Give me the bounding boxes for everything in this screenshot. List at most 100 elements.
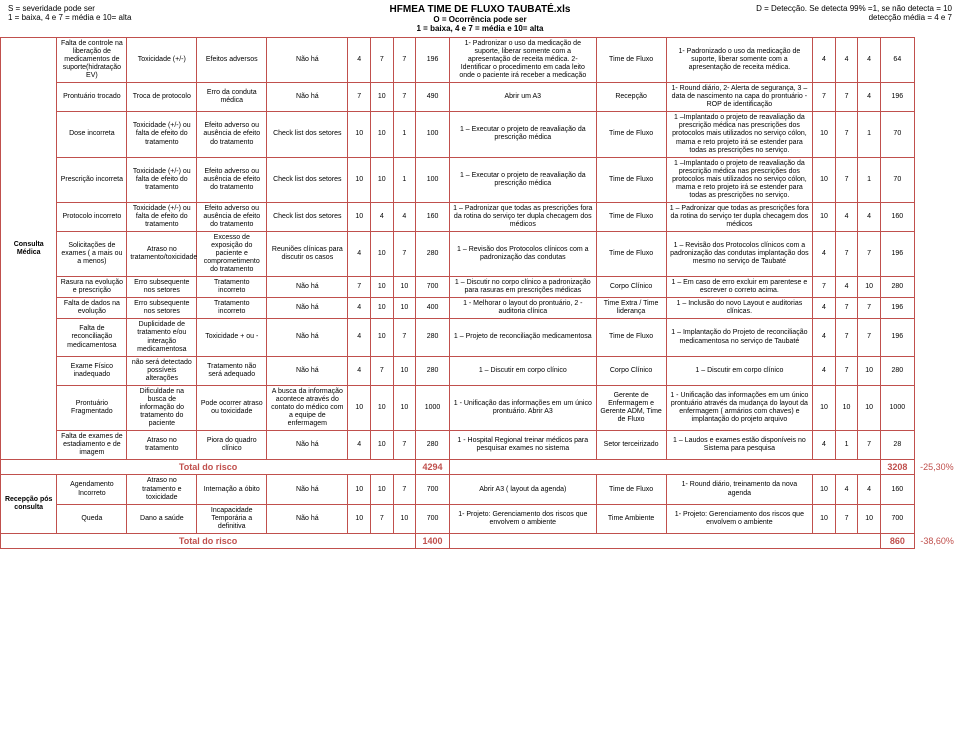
effect: Piora do quadro clínico	[197, 430, 267, 459]
rpn2: 196	[880, 83, 914, 112]
occ: 10	[371, 157, 394, 202]
effect: Incapacidade Temporária a definitiva	[197, 504, 267, 533]
legend-o2: 1 = baixa, 4 e 7 = média e 10= alta	[390, 24, 571, 33]
responsible: Setor terceirizado	[596, 430, 666, 459]
responsible: Corpo Clínico	[596, 356, 666, 385]
det2: 1	[858, 112, 881, 157]
rpn: 100	[416, 112, 450, 157]
det: 7	[393, 231, 416, 276]
occ: 7	[371, 38, 394, 83]
det: 4	[393, 202, 416, 231]
sev: 10	[348, 504, 371, 533]
action-taken: 1- Round diário, 2- Alerta de segurança,…	[666, 83, 813, 112]
cause: Atraso no tratamento/toxicidade	[127, 231, 197, 276]
occ: 7	[371, 356, 394, 385]
failure-mode: Solicitações de exames ( a mais ou a men…	[57, 231, 127, 276]
failure-mode: Protocolo incorreto	[57, 202, 127, 231]
det2: 4	[858, 202, 881, 231]
failure-mode: Falta de exames de estadiamento e de ima…	[57, 430, 127, 459]
total-after: 3208	[880, 460, 914, 475]
cause: Atraso no tratamento e toxicidade	[127, 475, 197, 504]
responsible: Time de Fluxo	[596, 202, 666, 231]
table-row: Protocolo incorretoToxicidade (+/-) ou f…	[1, 202, 960, 231]
table-row: Falta de reconciliação medicamentosaDupl…	[1, 319, 960, 356]
sev: 10	[348, 385, 371, 430]
det2: 10	[858, 385, 881, 430]
failure-mode: Prontuário trocado	[57, 83, 127, 112]
det2: 7	[858, 231, 881, 276]
legend-o: O = Ocorrência pode ser	[390, 15, 571, 24]
det2: 10	[858, 504, 881, 533]
rpn2: 196	[880, 231, 914, 276]
occ: 10	[371, 112, 394, 157]
sev: 10	[348, 475, 371, 504]
det2: 4	[858, 475, 881, 504]
sev2: 10	[813, 202, 836, 231]
cause: Toxicidade (+/-) ou falta de efeito do t…	[127, 202, 197, 231]
responsible: Time de Fluxo	[596, 475, 666, 504]
rpn2: 64	[880, 38, 914, 83]
action: 1 – Executar o projeto de reavaliação da…	[449, 112, 596, 157]
sev2: 10	[813, 385, 836, 430]
occ: 10	[371, 277, 394, 298]
det: 7	[393, 83, 416, 112]
total-delta: -38,60%	[914, 533, 959, 548]
total-label: Total do risco	[1, 460, 416, 475]
action: 1- Padronizar o uso da medicação de supo…	[449, 38, 596, 83]
cause: Erro subsequente nos setores	[127, 298, 197, 319]
occ: 10	[371, 430, 394, 459]
legend-s: S = severidade pode ser	[8, 4, 208, 13]
legend-s2: 1 = baixa, 4 e 7 = média e 10= alta	[8, 13, 208, 22]
total-before: 4294	[416, 460, 450, 475]
action-taken: 1- Projeto: Gerenciamento dos riscos que…	[666, 504, 813, 533]
control: Não há	[267, 356, 348, 385]
action: 1 – Executar o projeto de reavaliação da…	[449, 157, 596, 202]
failure-mode: Queda	[57, 504, 127, 533]
det: 7	[393, 475, 416, 504]
responsible: Gerente de Enfermagem e Gerente ADM, Tim…	[596, 385, 666, 430]
table-row: Recepção pós consultaAgendamento Incorre…	[1, 475, 960, 504]
occ: 10	[371, 475, 394, 504]
responsible: Time de Fluxo	[596, 231, 666, 276]
failure-mode: Prescrição incorreta	[57, 157, 127, 202]
det: 10	[393, 277, 416, 298]
action-taken: 1- Round diário, treinamento da nova age…	[666, 475, 813, 504]
det2: 7	[858, 430, 881, 459]
legend-d: D = Detecção. Se detecta 99% =1, se não …	[752, 4, 952, 13]
occ: 10	[371, 385, 394, 430]
section-label: Consulta Médica	[1, 38, 57, 460]
responsible: Time de Fluxo	[596, 112, 666, 157]
responsible: Time Ambiente	[596, 504, 666, 533]
occ2: 7	[835, 231, 858, 276]
cause: Toxicidade (+/-) ou falta de efeito do t…	[127, 157, 197, 202]
cause: Dano a saúde	[127, 504, 197, 533]
header-left: S = severidade pode ser 1 = baixa, 4 e 7…	[8, 4, 208, 33]
spacer	[449, 533, 880, 548]
occ2: 4	[835, 202, 858, 231]
sev: 7	[348, 83, 371, 112]
total-label: Total do risco	[1, 533, 416, 548]
responsible: Time de Fluxo	[596, 157, 666, 202]
action-taken: 1 –Implantado o projeto de reavaliação d…	[666, 112, 813, 157]
table-row: Prescrição incorretaToxicidade (+/-) ou …	[1, 157, 960, 202]
cause: Atraso no tratamento	[127, 430, 197, 459]
doc-title: HFMEA TIME DE FLUXO TAUBATÉ.xls	[390, 4, 571, 15]
control: Não há	[267, 430, 348, 459]
responsible: Time Extra / Time liderança	[596, 298, 666, 319]
failure-mode: Rasura na evolução e prescrição	[57, 277, 127, 298]
effect: Efeito adverso ou ausência de efeito do …	[197, 157, 267, 202]
action-taken: 1 – Em caso de erro excluir em parentese…	[666, 277, 813, 298]
control: Check list dos setores	[267, 157, 348, 202]
action-taken: 1- Padronizado o uso da medicação de sup…	[666, 38, 813, 83]
hfmea-table: Consulta MédicaFalta de controle na libe…	[0, 37, 960, 549]
rpn: 196	[416, 38, 450, 83]
det: 10	[393, 385, 416, 430]
action: Abrir A3 ( layout da agenda)	[449, 475, 596, 504]
failure-mode: Agendamento Incorreto	[57, 475, 127, 504]
rpn: 700	[416, 504, 450, 533]
det2: 4	[858, 83, 881, 112]
occ2: 10	[835, 385, 858, 430]
sev2: 10	[813, 112, 836, 157]
occ2: 7	[835, 83, 858, 112]
rpn: 490	[416, 83, 450, 112]
